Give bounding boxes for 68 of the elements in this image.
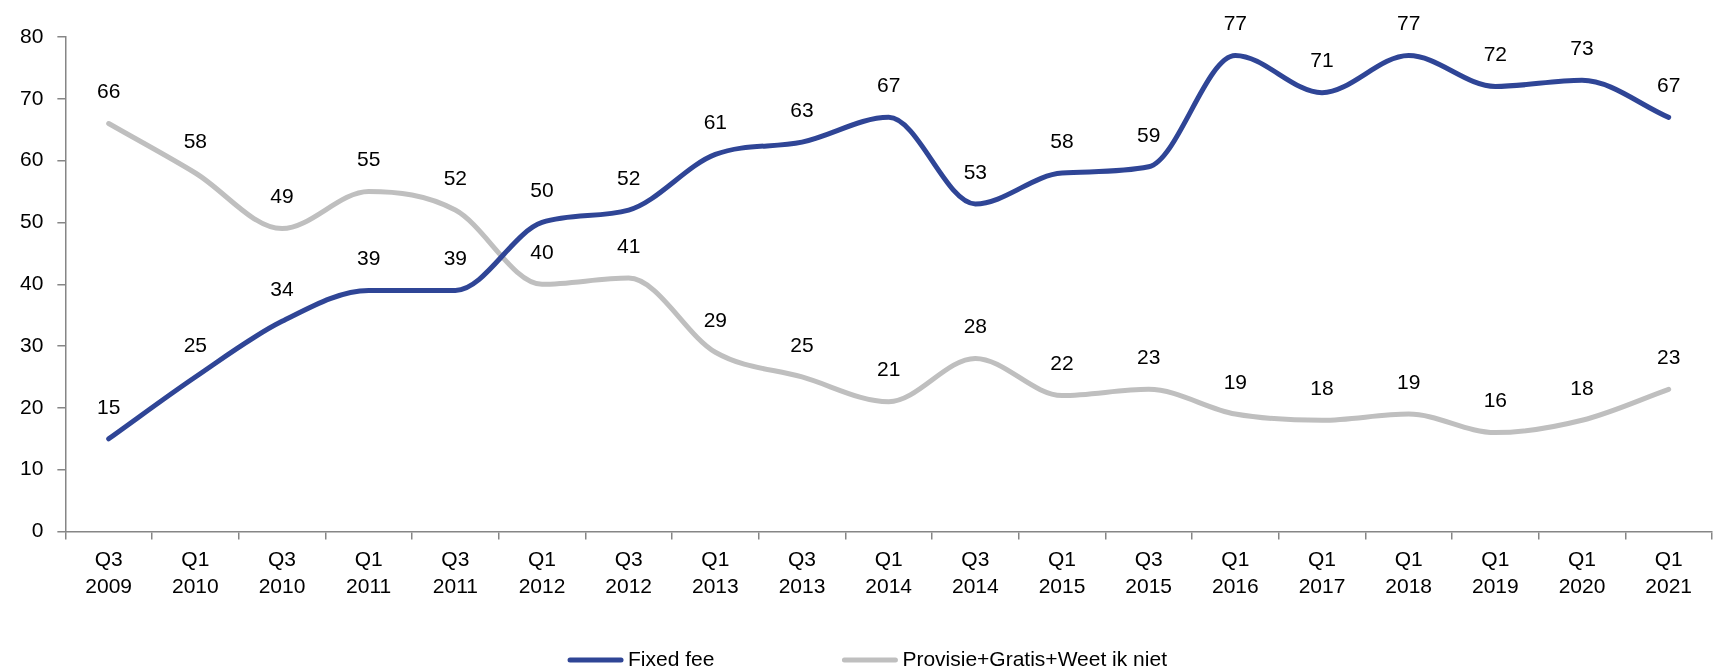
y-tick-label: 60: [20, 147, 44, 171]
data-label: 67: [1656, 73, 1681, 97]
x-tick-label: Q1 2015: [1038, 547, 1086, 597]
data-label: 16: [1483, 388, 1508, 412]
data-label: 61: [703, 110, 728, 134]
data-label: 23: [1656, 345, 1681, 369]
x-tick-label: Q3 2014: [951, 547, 1000, 597]
data-label: 50: [530, 178, 554, 202]
data-label: 28: [963, 314, 988, 338]
data-label: 52: [617, 165, 641, 189]
data-label: 77: [1223, 11, 1248, 35]
data-label: 25: [790, 332, 814, 356]
x-tick-label: Q1 2020: [1558, 547, 1606, 597]
data-label: 49: [270, 184, 294, 208]
data-label: 19: [1223, 369, 1248, 393]
data-label: 34: [270, 277, 295, 301]
data-label: 73: [1570, 36, 1594, 60]
data-label: 29: [703, 308, 728, 332]
y-tick-label: 0: [31, 518, 44, 542]
y-tick-label: 10: [20, 456, 44, 480]
x-tick-label: Q3 2013: [778, 547, 826, 597]
data-label: 67: [877, 73, 901, 97]
x-tick-label: Q3 2015: [1125, 547, 1173, 597]
x-tick-label: Q1 2016: [1211, 547, 1259, 597]
data-label: 19: [1396, 369, 1421, 393]
data-label: 66: [97, 79, 121, 103]
x-tick-label: Q1 2021: [1645, 547, 1693, 597]
x-tick-label: Q1 2019: [1471, 547, 1519, 597]
x-tick-label: Q1 2018: [1385, 547, 1433, 597]
y-tick-label: 80: [20, 23, 44, 47]
data-label: 22: [1050, 351, 1074, 375]
data-label: 63: [790, 97, 814, 121]
x-tick-label: Q1 2011: [346, 547, 392, 597]
data-label: 72: [1483, 42, 1508, 66]
data-label: 21: [877, 357, 901, 381]
data-label: 39: [443, 246, 468, 270]
x-tick-label: Q3 2012: [605, 547, 653, 597]
data-label: 77: [1396, 11, 1421, 35]
data-label: 58: [1050, 128, 1074, 152]
data-label: 52: [443, 165, 468, 189]
data-label: 15: [97, 394, 121, 418]
y-tick-label: 70: [20, 85, 44, 109]
x-tick-label: Q3 2009: [85, 547, 133, 597]
data-label: 41: [617, 233, 641, 257]
legend-label: Fixed fee: [628, 646, 715, 670]
data-label: 39: [357, 246, 381, 270]
x-tick-label: Q1 2013: [691, 547, 739, 597]
x-tick-label: Q3 2011: [432, 547, 478, 597]
x-tick-label: Q1 2014: [865, 547, 913, 597]
data-label: 53: [963, 159, 988, 183]
y-tick-label: 50: [20, 209, 44, 233]
data-label: 40: [530, 240, 554, 264]
data-label: 18: [1310, 376, 1334, 400]
data-label: 71: [1310, 48, 1334, 72]
y-tick-label: 40: [20, 271, 44, 295]
y-tick-label: 20: [20, 394, 44, 418]
x-tick-label: Q1 2012: [518, 547, 566, 597]
data-label: 25: [183, 332, 208, 356]
data-label: 18: [1570, 376, 1594, 400]
data-label: 59: [1137, 122, 1161, 146]
y-tick-label: 30: [20, 332, 44, 356]
data-label: 55: [357, 147, 381, 171]
data-label: 58: [183, 128, 208, 152]
x-tick-label: Q1 2017: [1298, 547, 1346, 597]
x-tick-label: Q1 2010: [172, 547, 219, 597]
legend-label: Provisie+Gratis+Weet ik niet: [902, 646, 1168, 670]
data-label: 23: [1137, 345, 1161, 369]
x-tick-label: Q3 2010: [258, 547, 306, 597]
